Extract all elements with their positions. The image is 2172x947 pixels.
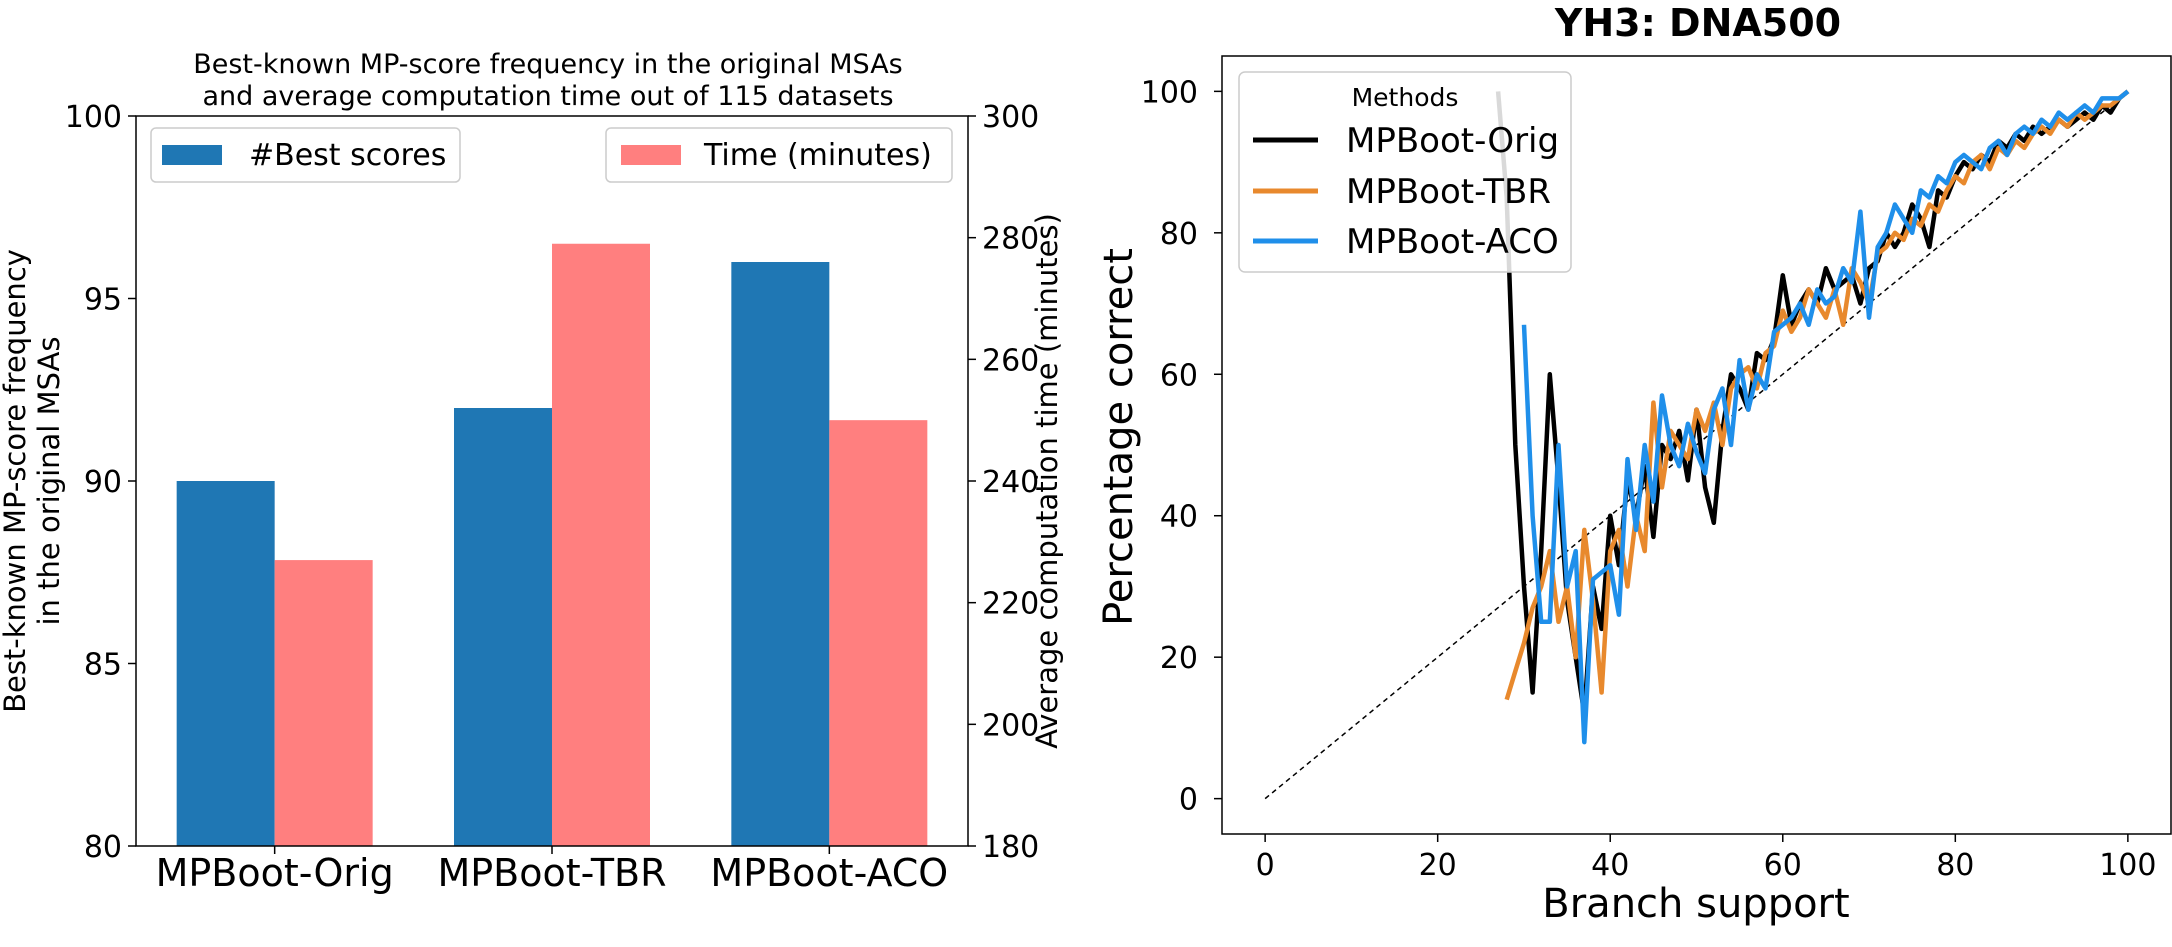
diagonal-reference-line [1264,90,2129,800]
bar-best-scores-mpboot-tbr [454,408,552,846]
right-y-tick-label: 220 [982,587,1039,622]
left-bar-chart: Best-known MP-score frequency in the ori… [0,49,1064,895]
left-y-tick-label: 85 [84,648,122,683]
right-line-chart: YH3: DNA500 0 20 40 60 80 100 0 20 40 60 80 100 Bra… [1096,1,2172,927]
right-legend-box [1238,71,1572,273]
bar-time-minutes-mpboot-orig [274,560,373,846]
right-y-tick-label: 180 [982,830,1039,865]
legend-time-box [605,127,953,183]
left-y-tick-label: 95 [84,283,122,318]
left-chart-title-line-2: and average computation time out of 115 … [202,81,893,112]
series-line-mpboot-tbr [1504,89,2130,701]
right-x-tick-label: 60 [1764,848,1802,883]
right-y-tick-label: 0 [1179,783,1198,818]
right-x-tick-label: 100 [2099,848,2156,883]
right-y-tick-label: 240 [982,465,1039,500]
right-legend: Methods MPBoot-Orig MPBoot-TBR MPBoot-AC… [1238,71,1572,273]
left-y-axis-label-line-2: in the original MSAs [32,337,66,626]
right-x-tick-label: 80 [1936,848,1974,883]
x-tick-label-mpboot-aco: MPBoot-ACO [710,851,948,895]
x-tick-label-mpboot-tbr: MPBoot-TBR [437,851,666,895]
right-y-tick-label: 280 [982,222,1039,257]
right-legend-title: Methods [1352,83,1459,112]
bar-time-minutes-mpboot-tbr [552,243,650,846]
right-axes-ticks: 0 20 40 60 80 100 0 20 40 60 80 100 [1141,75,2157,883]
right-y-tick-label: 200 [982,708,1039,743]
legend-best-scores: #Best scores [150,127,461,183]
right-y-axis-label: Average computation time (minutes) [1030,213,1064,749]
left-y-tick-label: 80 [84,830,122,865]
left-axes-ticks: 80 85 90 95 100 180 200 220 240 260 280 300 MPBoot-O… [65,100,1040,895]
legend-time: Time (minutes) [605,127,953,183]
right-plot-frame [1221,55,2172,835]
legend-mpboot-aco-label: MPBoot-ACO [1346,222,1559,262]
left-bars [176,243,928,846]
legend-time-swatch [621,145,681,165]
legend-time-label: Time (minutes) [703,138,932,173]
legend-best-scores-swatch [162,145,222,165]
right-y-axis-label: Percentage correct [1096,248,1142,626]
right-y-tick-label: 20 [1160,641,1198,676]
right-x-tick-label: 20 [1419,848,1457,883]
left-y-tick-label: 100 [65,100,122,135]
bar-best-scores-mpboot-orig [176,481,275,846]
right-y-tick-label: 260 [982,343,1039,378]
series-line-mpboot-aco [1521,89,2130,745]
x-tick-label-mpboot-orig: MPBoot-Orig [156,851,394,895]
legend-mpboot-orig-label: MPBoot-Orig [1346,121,1559,161]
right-y-tick-label: 80 [1160,217,1198,252]
legend-best-scores-box [150,127,461,183]
legend-best-scores-label: #Best scores [249,138,446,173]
right-x-tick-label: 40 [1591,848,1629,883]
left-chart-title-line-1: Best-known MP-score frequency in the ori… [193,49,903,80]
right-y-tick-label: 300 [982,100,1039,135]
left-y-tick-label: 90 [84,465,122,500]
legend-mpboot-tbr-label: MPBoot-TBR [1346,172,1551,212]
right-y-tick-label: 60 [1160,358,1198,393]
right-chart-title: YH3: DNA500 [1554,1,1841,45]
right-x-axis-label: Branch support [1542,881,1849,927]
right-x-tick-label: 0 [1256,848,1275,883]
bar-time-minutes-mpboot-aco [829,420,928,846]
bar-best-scores-mpboot-aco [731,262,830,846]
left-plot-frame [135,115,969,847]
right-series-lines [1264,89,2130,800]
right-y-tick-label: 100 [1141,75,1198,110]
left-y-axis-label-line-1: Best-known MP-score frequency [0,249,32,713]
right-y-tick-label: 40 [1160,500,1198,535]
